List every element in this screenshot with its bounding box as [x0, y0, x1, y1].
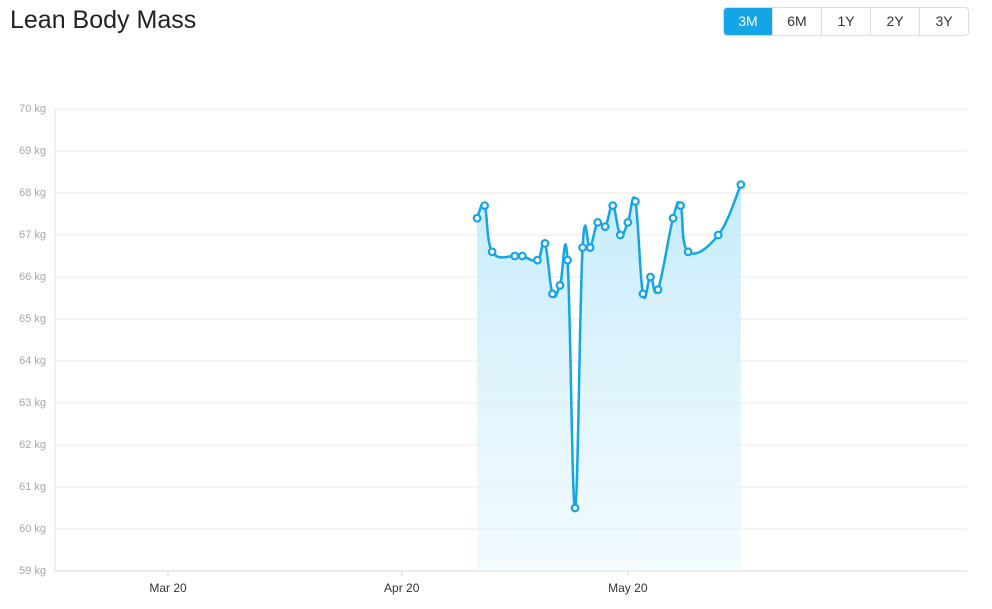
- y-tick-label: 66 kg: [19, 271, 46, 283]
- point: [653, 285, 663, 295]
- point: [593, 217, 603, 227]
- y-tick-label: 60 kg: [19, 523, 46, 535]
- point: [578, 243, 588, 253]
- point: [615, 230, 625, 240]
- point: [517, 251, 527, 261]
- point: [570, 503, 580, 513]
- point: [736, 180, 746, 190]
- point: [540, 238, 550, 248]
- range-button[interactable]: 6M: [772, 8, 821, 35]
- point: [555, 281, 565, 290]
- point: [510, 251, 520, 261]
- y-tick-label: 61 kg: [19, 481, 46, 493]
- range-button[interactable]: 2Y: [870, 8, 919, 35]
- range-button[interactable]: 3Y: [919, 8, 968, 35]
- point: [683, 247, 693, 257]
- point: [472, 213, 482, 223]
- y-tick-label: 68 kg: [19, 187, 46, 199]
- range-selector: 3M 6M 1Y 2Y 3Y: [723, 7, 969, 36]
- page-title: Lean Body Mass: [10, 6, 197, 34]
- y-tick-label: 67 kg: [19, 229, 46, 241]
- point: [676, 201, 685, 211]
- point: [646, 272, 655, 282]
- point: [713, 230, 723, 240]
- point: [487, 247, 497, 257]
- y-tick-label: 64 kg: [19, 355, 46, 367]
- point: [600, 222, 610, 232]
- x-tick-label: May 20: [608, 581, 648, 595]
- y-tick-label: 65 kg: [19, 313, 46, 325]
- point: [585, 243, 595, 253]
- y-tick-label: 63 kg: [19, 397, 46, 409]
- area: [477, 184, 741, 571]
- point: [608, 201, 618, 211]
- y-tick-label: 62 kg: [19, 439, 46, 451]
- point: [532, 255, 542, 265]
- x-tick-label: Apr 20: [384, 581, 420, 595]
- x-tick-label: Mar 20: [149, 581, 187, 595]
- y-tick-label: 69 kg: [19, 145, 46, 157]
- range-button[interactable]: 3M: [724, 8, 772, 35]
- point: [563, 255, 572, 265]
- y-tick-label: 59 kg: [19, 565, 46, 577]
- point: [623, 217, 633, 227]
- y-tick-label: 70 kg: [19, 103, 46, 115]
- point: [668, 213, 678, 223]
- range-button[interactable]: 1Y: [821, 8, 870, 35]
- point: [548, 289, 557, 299]
- point: [630, 196, 640, 206]
- point: [638, 289, 648, 299]
- point: [480, 201, 490, 211]
